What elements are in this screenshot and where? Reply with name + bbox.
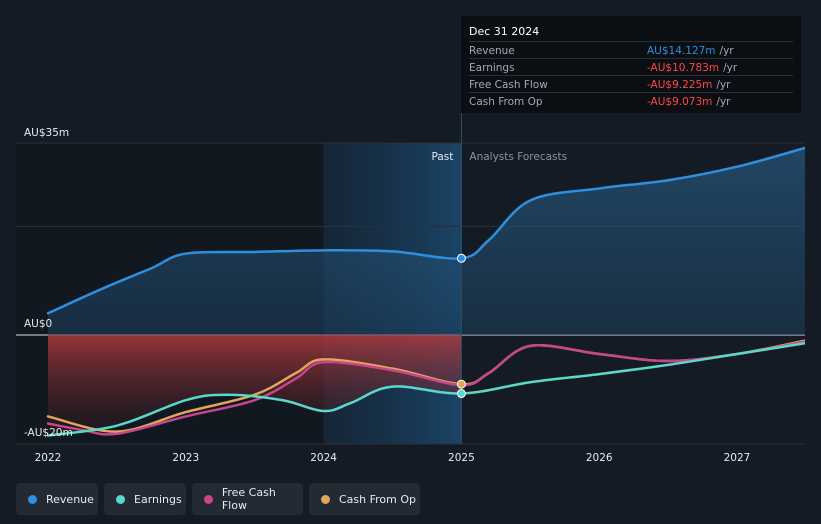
tooltip: Dec 31 2024 Revenue AU$14.127m/yr Earnin…: [461, 16, 801, 113]
chart: AU$35m AU$0 -AU$20m 2022 2023 2024 2025 2026 202…: [16, 16, 805, 464]
loss-area: [48, 335, 462, 436]
legend-label: Free Cash Flow: [221, 486, 276, 512]
forecast-label: Analysts Forecasts: [469, 151, 567, 163]
tooltip-row-revenue: Revenue AU$14.127m/yr: [469, 41, 793, 59]
legend-item-earnings[interactable]: Earnings: [104, 483, 186, 515]
tooltip-label: Earnings: [469, 62, 515, 74]
y-label-bottom: -AU$20m: [24, 427, 73, 439]
revenue-dot-icon: [28, 494, 37, 504]
tooltip-value: AU$14.127m/yr: [647, 45, 734, 57]
x-tick-label: 2023: [172, 452, 199, 464]
x-tick-label: 2025: [448, 452, 475, 464]
legend-label: Revenue: [46, 492, 94, 506]
tooltip-label: Cash From Op: [469, 96, 543, 108]
cash-from-op-dot-icon: [321, 494, 330, 504]
point-marker-cash-from-op: [456, 379, 466, 389]
legend-item-revenue[interactable]: Revenue: [16, 483, 98, 515]
legend-item-free-cash-flow[interactable]: Free Cash Flow: [192, 483, 303, 515]
tooltip-value: -AU$9.073m/yr: [647, 96, 731, 108]
x-tick-label: 2026: [586, 452, 613, 464]
tooltip-label: Revenue: [469, 45, 515, 57]
tooltip-value: -AU$10.783m/yr: [647, 62, 738, 74]
series-line-revenue: [46, 146, 805, 315]
free-cash-flow-dot-icon: [204, 494, 213, 504]
past-label: Past: [432, 151, 454, 163]
point-marker-earnings: [456, 389, 466, 399]
x-tick-label: 2024: [310, 452, 337, 464]
x-tick-label: 2022: [35, 452, 62, 464]
legend-label: Cash From Op: [339, 492, 417, 506]
tooltip-label: Free Cash Flow: [469, 79, 548, 91]
tooltip-row-cash-from-op: Cash From Op -AU$9.073m/yr: [469, 92, 793, 110]
revenue-area: [48, 147, 805, 335]
point-marker-revenue: [456, 253, 466, 263]
series-line-free-cash-flow: [46, 340, 805, 436]
tooltip-row-earnings: Earnings -AU$10.783m/yr: [469, 58, 793, 76]
tooltip-row-free-cash-flow: Free Cash Flow -AU$9.225m/yr: [469, 75, 793, 93]
x-tick-label: 2027: [724, 452, 751, 464]
legend-label: Earnings: [134, 492, 182, 506]
earnings-dot-icon: [116, 494, 125, 504]
y-label-zero: AU$0: [24, 318, 52, 330]
series-line-earnings: [46, 342, 805, 437]
tooltip-value: -AU$9.225m/yr: [647, 79, 731, 91]
y-label-top: AU$35m: [24, 127, 69, 139]
legend-item-cash-from-op[interactable]: Cash From Op: [309, 483, 420, 515]
tooltip-date: Dec 31 2024: [469, 25, 540, 38]
